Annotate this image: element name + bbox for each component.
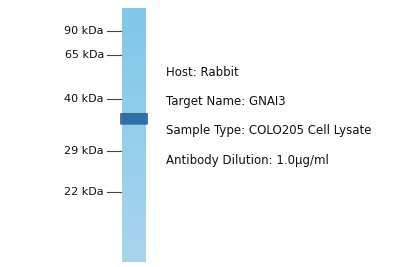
Text: 40 kDa: 40 kDa [64, 94, 104, 104]
Text: Target Name: GNAI3: Target Name: GNAI3 [166, 95, 286, 108]
Text: 90 kDa: 90 kDa [64, 26, 104, 36]
Text: Host: Rabbit: Host: Rabbit [166, 66, 239, 78]
Text: 22 kDa: 22 kDa [64, 187, 104, 197]
Text: Sample Type: COLO205 Cell Lysate: Sample Type: COLO205 Cell Lysate [166, 124, 372, 137]
FancyBboxPatch shape [120, 113, 148, 125]
Text: Antibody Dilution: 1.0μg/ml: Antibody Dilution: 1.0μg/ml [166, 154, 329, 167]
Text: 29 kDa: 29 kDa [64, 146, 104, 156]
Text: 65 kDa: 65 kDa [65, 50, 104, 60]
